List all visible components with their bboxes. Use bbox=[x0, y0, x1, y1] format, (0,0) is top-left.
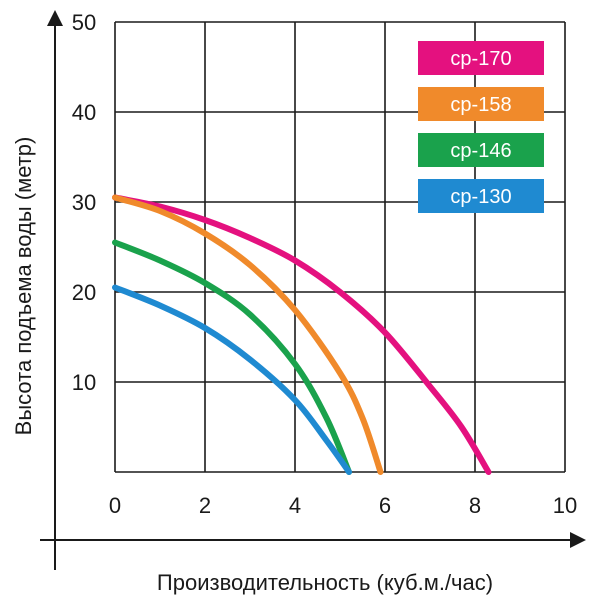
y-tick-labels: 10 20 30 40 50 bbox=[72, 10, 96, 395]
legend-item: cp-170 bbox=[418, 41, 544, 75]
series-line-cp-130 bbox=[112, 284, 352, 475]
x-tick-label: 10 bbox=[553, 493, 577, 518]
legend-swatch bbox=[418, 87, 544, 121]
legend-swatch bbox=[418, 41, 544, 75]
series-line-cp-170 bbox=[112, 194, 492, 475]
legend-label: cp-146 bbox=[450, 140, 511, 162]
y-tick-label: 30 bbox=[72, 190, 96, 215]
y-tick-label: 20 bbox=[72, 280, 96, 305]
x-tick-labels: 0 2 4 6 8 10 bbox=[109, 493, 577, 518]
y-tick-label: 10 bbox=[72, 370, 96, 395]
legend-item: cp-158 bbox=[418, 87, 544, 121]
y-axis-title: Высота подъема воды (метр) bbox=[11, 137, 36, 436]
series-line-cp-158 bbox=[112, 194, 384, 475]
grid bbox=[114, 21, 566, 473]
legend-item: cp-130 bbox=[418, 179, 544, 213]
x-tick-label: 8 bbox=[469, 493, 481, 518]
y-tick-label: 40 bbox=[72, 100, 96, 125]
legend-swatch bbox=[418, 179, 544, 213]
y-tick-label: 50 bbox=[72, 10, 96, 35]
legend-item: cp-146 bbox=[418, 133, 544, 167]
legend-label: cp-130 bbox=[450, 186, 511, 208]
series-line-cp-146 bbox=[112, 239, 352, 475]
legend-label: cp-170 bbox=[450, 48, 511, 70]
x-tick-label: 2 bbox=[199, 493, 211, 518]
legend: cp-170 cp-158 cp-146 cp-130 bbox=[418, 41, 544, 213]
legend-swatch bbox=[418, 133, 544, 167]
axes bbox=[40, 10, 586, 570]
x-tick-label: 6 bbox=[379, 493, 391, 518]
legend-label: cp-158 bbox=[450, 94, 511, 116]
x-tick-label: 4 bbox=[289, 493, 301, 518]
curves bbox=[112, 194, 492, 475]
x-tick-label: 0 bbox=[109, 493, 121, 518]
x-axis-title: Производительность (куб.м./час) bbox=[157, 570, 493, 595]
